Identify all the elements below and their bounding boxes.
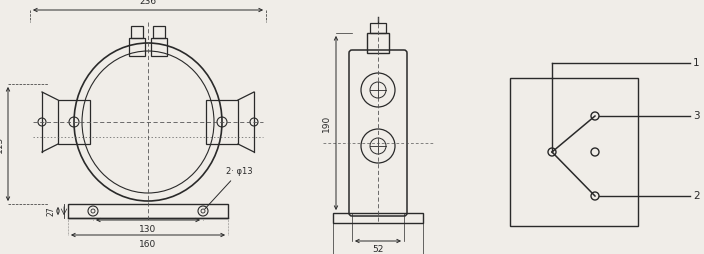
Bar <box>129 38 145 56</box>
Bar <box>153 26 165 38</box>
Text: 52: 52 <box>372 245 384 254</box>
Bar <box>68 204 228 218</box>
Text: 160: 160 <box>139 240 156 249</box>
Bar <box>510 78 638 226</box>
Bar <box>333 213 423 223</box>
Bar <box>58 100 90 144</box>
Text: 2: 2 <box>693 191 700 201</box>
Text: 27: 27 <box>47 206 56 216</box>
Bar <box>131 26 143 38</box>
Text: 190: 190 <box>322 114 331 132</box>
Text: 130: 130 <box>139 225 156 234</box>
Text: 236: 236 <box>139 0 156 6</box>
Text: 3: 3 <box>693 111 700 121</box>
Bar <box>151 38 167 56</box>
Text: 2· φ13: 2· φ13 <box>205 167 253 209</box>
Bar <box>367 33 389 53</box>
Bar <box>206 100 238 144</box>
Text: 1: 1 <box>693 58 700 68</box>
Bar <box>370 23 386 33</box>
Text: 115: 115 <box>0 135 4 153</box>
